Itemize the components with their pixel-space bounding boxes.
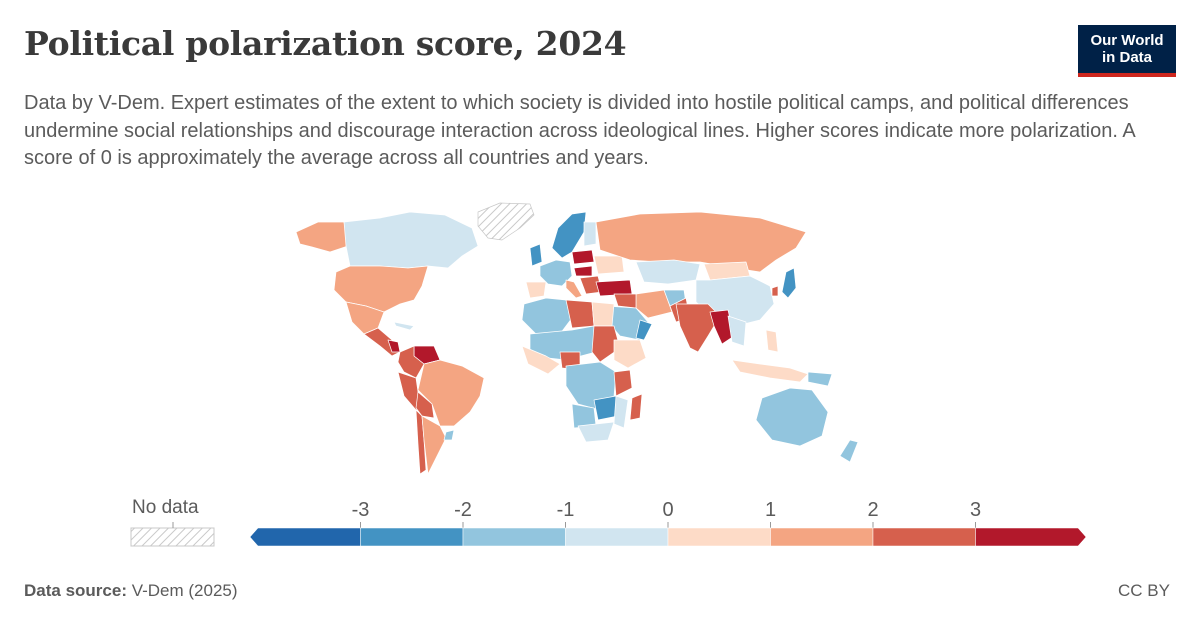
legend-bin[interactable]: [770, 527, 874, 547]
data-source-link[interactable]: V-Dem (2025): [131, 581, 238, 600]
region-argentina[interactable]: [421, 415, 447, 475]
legend-tick-label: 2: [867, 499, 878, 521]
legend-tick-label: -2: [454, 499, 472, 521]
region-ukraine[interactable]: [593, 255, 625, 275]
region-usa[interactable]: [333, 265, 429, 313]
legend-tick-label: 1: [765, 499, 776, 521]
region-libya[interactable]: [565, 299, 595, 329]
chart-title: Political polarization score, 2024: [24, 24, 627, 63]
region-alaska[interactable]: [295, 221, 349, 253]
region-oman-yemen[interactable]: [635, 319, 653, 341]
logo-line-2: in Data: [1101, 49, 1152, 66]
legend-bin[interactable]: [462, 527, 566, 547]
region-turkey[interactable]: [595, 279, 633, 297]
region-north-africa-west[interactable]: [521, 297, 573, 335]
legend-tick-label: 0: [662, 499, 673, 521]
data-source-label: Data source:: [24, 581, 127, 600]
region-south-africa[interactable]: [577, 421, 615, 443]
legend-bin[interactable]: [360, 527, 464, 547]
region-iberia[interactable]: [525, 281, 547, 299]
region-madagascar[interactable]: [629, 393, 643, 421]
region-indonesia[interactable]: [731, 359, 809, 383]
region-brazil[interactable]: [417, 359, 485, 427]
region-bolivia[interactable]: [415, 391, 435, 419]
region-mozambique[interactable]: [613, 395, 629, 429]
region-finland[interactable]: [583, 221, 597, 247]
region-poland[interactable]: [571, 249, 595, 265]
region-indochina[interactable]: [727, 315, 747, 347]
region-india[interactable]: [675, 303, 721, 353]
legend-tick-label: -1: [557, 499, 575, 521]
region-east-africa[interactable]: [613, 369, 633, 397]
region-kazakhstan[interactable]: [635, 259, 701, 285]
region-russia[interactable]: [595, 211, 807, 273]
region-myanmar[interactable]: [709, 309, 735, 345]
legend-bin[interactable]: [565, 527, 669, 547]
legend-bin[interactable]: [872, 527, 976, 547]
region-iraq-syria[interactable]: [613, 293, 637, 309]
license-link[interactable]: CC BY: [1118, 581, 1170, 600]
region-uruguay[interactable]: [443, 429, 455, 441]
region-sudan[interactable]: [591, 325, 621, 363]
region-philippines[interactable]: [765, 329, 779, 353]
region-korea[interactable]: [771, 285, 779, 297]
region-uk[interactable]: [529, 243, 543, 267]
no-data-label: No data: [132, 497, 199, 518]
region-png[interactable]: [807, 371, 833, 387]
region-australia[interactable]: [755, 387, 829, 447]
region-japan[interactable]: [781, 267, 797, 299]
region-ethiopia[interactable]: [613, 339, 647, 369]
logo-line-1: Our World: [1090, 32, 1164, 49]
no-data-swatch: [130, 527, 215, 547]
region-canada[interactable]: [343, 211, 479, 269]
chart-subtitle: Data by V-Dem. Expert estimates of the e…: [24, 92, 1135, 169]
region-italy[interactable]: [565, 279, 583, 299]
legend-bin[interactable]: [249, 527, 361, 547]
region-west-africa-coast[interactable]: [521, 345, 561, 375]
color-legend: -3 -2 -1 0 1 2 3: [249, 499, 1087, 547]
region-greenland[interactable]: [477, 202, 535, 241]
legend-tick-label: 3: [970, 499, 981, 521]
owid-logo[interactable]: Our World in Data: [1078, 25, 1176, 77]
legend-bin[interactable]: [667, 527, 771, 547]
legend-bin[interactable]: [975, 527, 1087, 547]
region-egypt[interactable]: [591, 301, 615, 327]
region-new-zealand[interactable]: [839, 439, 859, 463]
region-hungary[interactable]: [573, 265, 593, 277]
region-cuba[interactable]: [393, 321, 415, 331]
data-source: Data source: V-Dem (2025): [24, 581, 238, 601]
region-colombia[interactable]: [397, 345, 425, 379]
legend-tick-label: -3: [352, 499, 370, 521]
